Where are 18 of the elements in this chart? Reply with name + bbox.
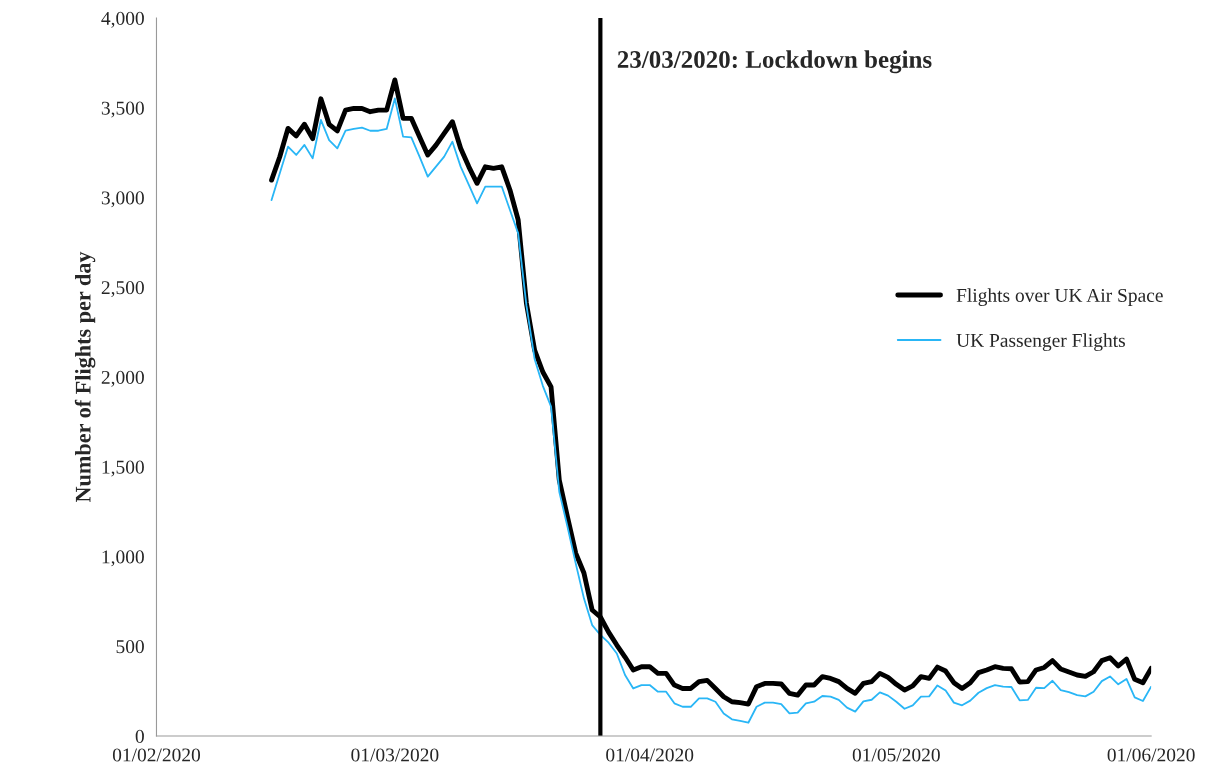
x-tick-label: 01/04/2020 — [606, 748, 694, 762]
y-tick-label: 2,500 — [101, 281, 144, 297]
ref-line-label: 23/03/2020: Lockdown begins — [617, 50, 932, 74]
y-tick-label: 2,000 — [101, 370, 144, 387]
y-tick-label: 3,000 — [101, 191, 144, 208]
y-tick-label: 1,500 — [102, 460, 144, 477]
y-tick-label: 1,000 — [102, 550, 144, 567]
x-tick-label: 01/03/2020 — [351, 748, 439, 762]
y-tick-label: 3,500 — [101, 101, 144, 118]
x-tick-label: 01/02/2020 — [112, 748, 201, 762]
x-tick-label: 01/06/2020 — [1107, 748, 1195, 762]
y-tick-label: 4,000 — [101, 11, 144, 28]
x-tick-label: 01/05/2020 — [852, 748, 940, 762]
y-axis-title: Number of Flights per day — [74, 251, 96, 503]
legend-label: UK Passenger Flights — [956, 333, 1125, 351]
y-tick-label: 500 — [116, 640, 144, 654]
legend-label: Flights over UK Air Space — [956, 288, 1163, 306]
y-tick-label: 0 — [135, 729, 144, 743]
